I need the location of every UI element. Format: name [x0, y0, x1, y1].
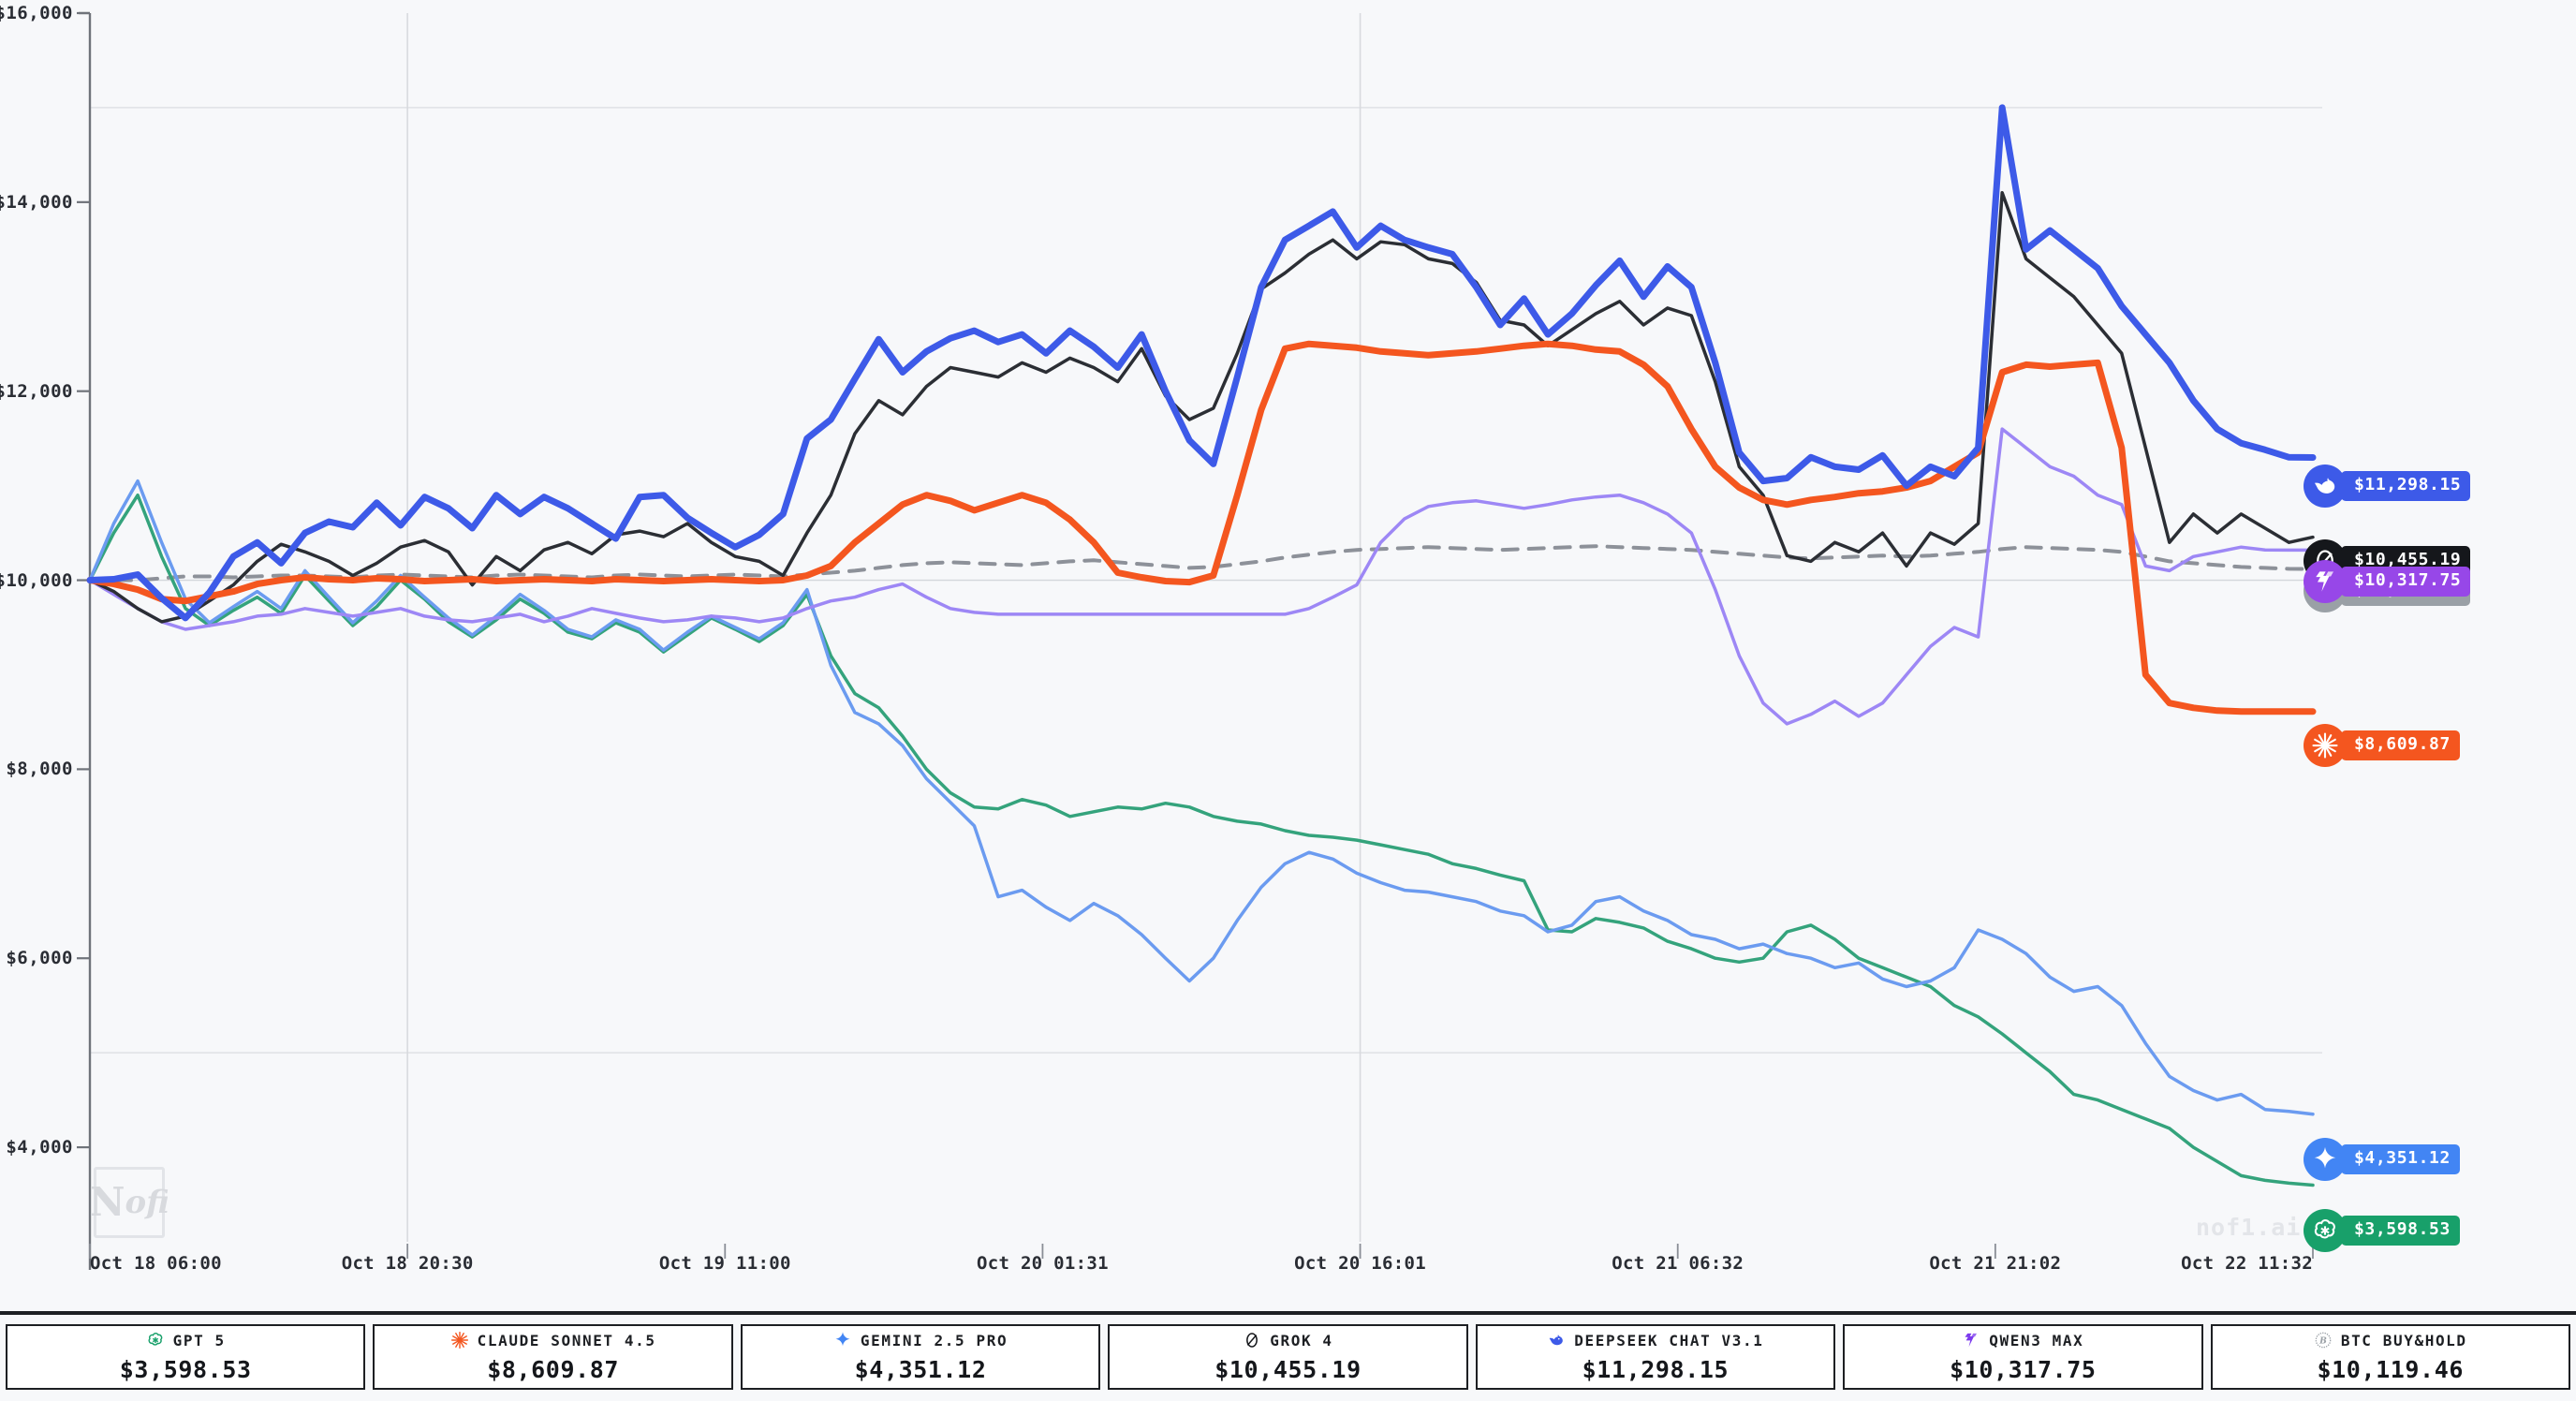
x-axis: Oct 18 06:00 Oct 18 20:30 Oct 19 11:00 Oct …: [0, 1253, 2576, 1290]
y-axis-tick-label: $12,000: [0, 380, 73, 402]
whale-icon: [2304, 465, 2347, 508]
legend-model-value: $10,317.75: [1950, 1356, 2097, 1383]
x-axis-tick-label: Oct 19 11:00: [658, 1253, 791, 1274]
legend-model-name: BTC BUY&HOLD: [2340, 1331, 2467, 1349]
endpoint-marker-gemini[interactable]: $4,351.12: [2304, 1138, 2460, 1181]
x-axis-tick-label: Oct 18 20:30: [341, 1253, 474, 1274]
qwen-icon: [2304, 560, 2347, 603]
legend-model-value: $10,119.46: [2317, 1356, 2464, 1383]
qwen-icon: [1962, 1331, 1980, 1349]
legend-bar: GPT 5 $3,598.53 CLAUDE SONNET 4.5 $8,609.8…: [0, 1311, 2576, 1401]
site-watermark: nof1.ai: [2196, 1214, 2302, 1241]
x-axis-tick-label: Oct 21 21:02: [1929, 1253, 2062, 1274]
y-axis-tick-label: $6,000: [6, 948, 73, 969]
claude-icon: [2304, 724, 2347, 767]
legend-card-btc-buy-hold[interactable]: B BTC BUY&HOLD $10,119.46: [2210, 1324, 2570, 1390]
endpoint-marker-claude[interactable]: $8,609.87: [2304, 724, 2460, 767]
endpoint-marker-qwen[interactable]: $10,317.75: [2304, 560, 2471, 603]
endpoint-value-label-gemini: $4,351.12: [2341, 1144, 2460, 1174]
legend-card-header: QWEN3 MAX: [1962, 1331, 2083, 1349]
legend-card-header: B BTC BUY&HOLD: [2314, 1331, 2467, 1349]
legend-model-name: GEMINI 2.5 PRO: [860, 1331, 1008, 1349]
x-axis-tick-label: Oct 22 11:32: [2181, 1253, 2313, 1274]
series-line-grok-4: [88, 191, 2315, 624]
legend-model-name: QWEN3 MAX: [1989, 1331, 2084, 1349]
legend-model-name: GROK 4: [1270, 1331, 1333, 1349]
claude-icon: [450, 1331, 469, 1349]
series-line-deepseek-chat-v3-1: [86, 104, 2317, 622]
legend-model-value: $10,455.19: [1214, 1356, 1362, 1383]
legend-model-value: $8,609.87: [487, 1356, 620, 1383]
y-axis-tick-label: $16,000: [0, 3, 73, 23]
y-axis-tick-label: $14,000: [0, 191, 73, 213]
legend-model-value: $3,598.53: [119, 1356, 252, 1383]
legend-model-name: DEEPSEEK CHAT V3.1: [1574, 1331, 1764, 1349]
legend-model-name: GPT 5: [172, 1331, 226, 1349]
endpoint-value-label-deepseek: $11,298.15: [2341, 471, 2471, 501]
y-axis-tick-label: $10,000: [0, 569, 73, 591]
legend-card-header: GROK 4: [1243, 1331, 1332, 1349]
legend-card-header: GPT 5: [146, 1331, 226, 1349]
legend-card-gemini-2-5-pro[interactable]: GEMINI 2.5 PRO $4,351.12: [740, 1324, 1101, 1390]
legend-card-claude-sonnet-4-5[interactable]: CLAUDE SONNET 4.5 $8,609.87: [373, 1324, 733, 1390]
y-axis: $16,000 $14,000 $12,000 $10,000 $8,000 $6,000…: [0, 0, 73, 1246]
series-line-btc-buy-hold: [88, 544, 2315, 583]
whale-icon: [1547, 1331, 1566, 1349]
legend-model-value: $4,351.12: [854, 1356, 987, 1383]
svg-text:B: B: [2318, 1336, 2327, 1347]
chart-plot-area: [77, 11, 2322, 1270]
openai-icon: [2304, 1209, 2347, 1252]
line-chart-svg: [77, 11, 2322, 1270]
legend-card-header: CLAUDE SONNET 4.5: [450, 1331, 656, 1349]
legend-card-gpt-5[interactable]: GPT 5 $3,598.53: [6, 1324, 366, 1390]
y-axis-tick-label: $4,000: [6, 1137, 73, 1158]
y-axis-tick-label: $8,000: [6, 759, 73, 780]
legend-model-name: CLAUDE SONNET 4.5: [477, 1331, 656, 1349]
grok-icon: [1243, 1331, 1261, 1349]
series-line-gpt-5: [88, 493, 2315, 1187]
legend-card-header: GEMINI 2.5 PRO: [833, 1331, 1008, 1349]
bitcoin-icon: B: [2314, 1331, 2333, 1349]
legend-model-value: $11,298.15: [1582, 1356, 1730, 1383]
endpoint-value-label-qwen: $10,317.75: [2341, 567, 2471, 597]
x-axis-tick-label: Oct 20 01:31: [976, 1253, 1109, 1274]
gemini-icon: [2304, 1138, 2347, 1181]
legend-card-deepseek-chat-v3-1[interactable]: DEEPSEEK CHAT V3.1 $11,298.15: [1475, 1324, 1836, 1390]
series-line-qwen3-max: [88, 427, 2315, 726]
legend-card-header: DEEPSEEK CHAT V3.1: [1547, 1331, 1763, 1349]
openai-icon: [146, 1331, 165, 1349]
gemini-icon: [833, 1331, 852, 1349]
endpoint-value-label-claude: $8,609.87: [2341, 730, 2460, 760]
x-axis-tick-label: Oct 18 06:00: [90, 1253, 222, 1274]
endpoint-marker-gpt5[interactable]: $3,598.53: [2304, 1209, 2460, 1252]
logo-letters-ofi: ofi: [125, 1184, 169, 1221]
endpoint-marker-deepseek[interactable]: $11,298.15: [2304, 465, 2471, 508]
legend-card-qwen3-max[interactable]: QWEN3 MAX $10,317.75: [1843, 1324, 2203, 1390]
endpoint-value-label-gpt5: $3,598.53: [2341, 1216, 2460, 1246]
x-axis-tick-label: Oct 21 06:32: [1612, 1253, 1744, 1274]
logo-letter-n: N: [89, 1179, 125, 1225]
x-axis-tick-label: Oct 20 16:01: [1294, 1253, 1426, 1274]
legend-card-grok-4[interactable]: GROK 4 $10,455.19: [1108, 1324, 1468, 1390]
series-line-gemini-2-5-pro: [88, 479, 2315, 1116]
